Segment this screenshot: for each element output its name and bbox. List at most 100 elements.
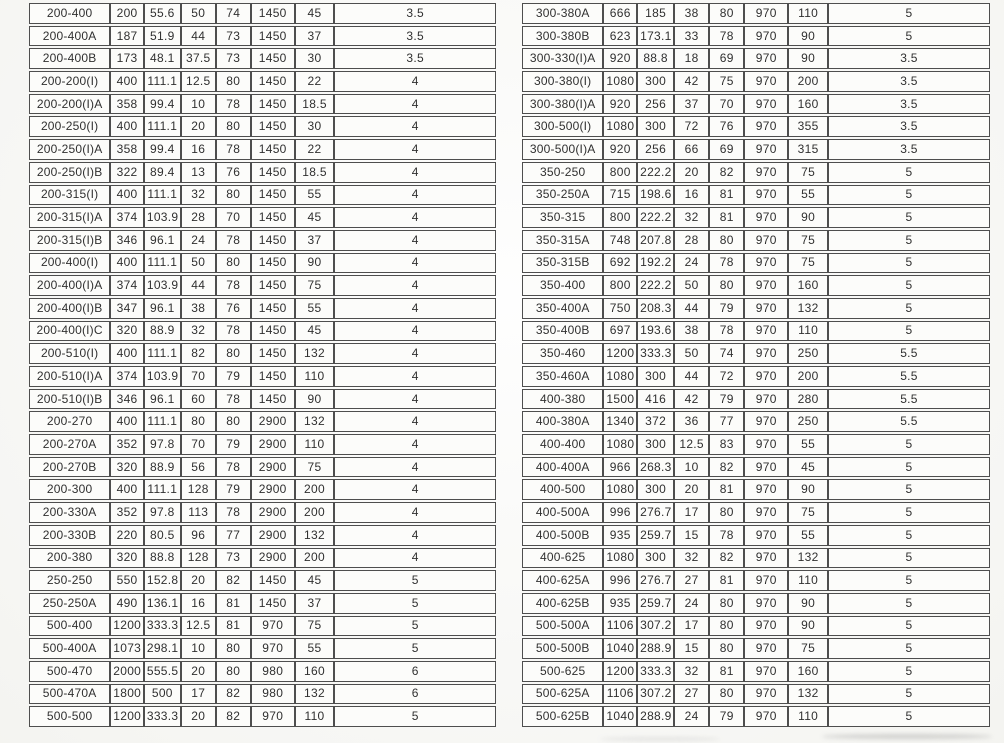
value-cell: 37.5: [180, 48, 216, 70]
value-cell: 73: [215, 48, 251, 70]
value-cell: 400: [110, 116, 144, 138]
value-cell: 1450: [250, 343, 295, 364]
value-cell: 374: [110, 207, 144, 228]
model-cell: 350-460: [522, 343, 604, 364]
table-row: 300-500(I) 1080 300 72 76 970 355 3.5: [522, 116, 990, 138]
value-cell: 4: [334, 524, 496, 546]
table-row: 300-380B 623 173.1 33 78 970 90 5: [522, 25, 990, 47]
value-cell: 980: [250, 683, 295, 705]
value-cell: 55: [294, 184, 335, 206]
value-cell: 5: [334, 706, 496, 727]
value-cell: 51.9: [143, 25, 181, 47]
value-cell: 10: [180, 93, 216, 115]
value-cell: 72: [709, 366, 745, 387]
value-cell: 55: [788, 524, 829, 546]
value-cell: 5: [828, 479, 990, 501]
model-cell: 200-400B: [29, 48, 111, 70]
value-cell: 5: [828, 570, 990, 591]
value-cell: 333.3: [637, 343, 675, 364]
value-cell: 12.5: [180, 615, 216, 637]
value-cell: 17: [674, 615, 710, 637]
value-cell: 160: [788, 93, 829, 115]
table-row: 200-400(I)B 347 96.1 38 76 1450 55 4: [29, 297, 496, 319]
value-cell: 90: [788, 207, 829, 228]
value-cell: 83: [709, 434, 745, 455]
value-cell: 3.5: [828, 116, 990, 138]
value-cell: 220: [110, 524, 144, 546]
value-cell: 2000: [110, 660, 144, 682]
value-cell: 320: [110, 320, 144, 342]
value-cell: 1080: [603, 547, 638, 569]
value-cell: 78: [709, 25, 745, 47]
value-cell: 56: [180, 456, 216, 478]
value-cell: 5.5: [828, 366, 990, 387]
value-cell: 78: [215, 229, 251, 251]
value-cell: 90: [788, 479, 829, 501]
value-cell: 78: [215, 456, 251, 478]
value-cell: 48.1: [143, 48, 181, 70]
model-cell: 200-270: [29, 411, 111, 433]
value-cell: 2900: [250, 434, 295, 455]
table-row: 350-400 800 222.2 50 80 970 160 5: [522, 275, 990, 296]
value-cell: 4: [334, 320, 496, 342]
value-cell: 1450: [250, 48, 295, 70]
model-cell: 200-270B: [29, 456, 111, 478]
value-cell: 128: [180, 547, 216, 569]
value-cell: 17: [180, 683, 216, 705]
value-cell: 970: [744, 320, 789, 342]
table-row: 500-470A 1800 500 17 82 980 132 6: [29, 683, 496, 705]
value-cell: 1080: [603, 366, 638, 387]
table-row: 200-400 200 55.6 50 74 1450 45 3.5: [29, 3, 496, 24]
value-cell: 78: [709, 524, 745, 546]
table-row: 350-250 800 222.2 20 82 970 75 5: [522, 161, 990, 183]
value-cell: 288.9: [637, 706, 675, 727]
value-cell: 1450: [250, 592, 295, 614]
value-cell: 16: [674, 184, 710, 206]
model-cell: 400-500A: [522, 502, 604, 523]
value-cell: 88.8: [637, 48, 675, 70]
value-cell: 1200: [603, 660, 638, 682]
value-cell: 110: [294, 706, 335, 727]
model-cell: 500-625A: [522, 683, 604, 705]
value-cell: 32: [180, 184, 216, 206]
value-cell: 38: [180, 297, 216, 319]
model-cell: 200-250(I)B: [29, 161, 111, 183]
value-cell: 198.6: [637, 184, 675, 206]
value-cell: 3.5: [334, 3, 496, 24]
value-cell: 400: [110, 411, 144, 433]
value-cell: 6: [334, 660, 496, 682]
value-cell: 1450: [250, 229, 295, 251]
value-cell: 315: [788, 139, 829, 160]
value-cell: 80: [215, 638, 251, 659]
value-cell: 970: [744, 706, 789, 727]
value-cell: 1450: [250, 3, 295, 24]
table-row: 200-300 400 111.1 128 79 2900 200 4: [29, 479, 496, 501]
value-cell: 110: [788, 3, 829, 24]
value-cell: 1450: [250, 25, 295, 47]
value-cell: 152.8: [143, 570, 181, 591]
value-cell: 90: [788, 592, 829, 614]
value-cell: 111.1: [143, 343, 181, 364]
table-row: 200-400A 187 51.9 44 73 1450 37 3.5: [29, 25, 496, 47]
value-cell: 374: [110, 366, 144, 387]
model-cell: 400-500B: [522, 524, 604, 546]
value-cell: 110: [788, 320, 829, 342]
table-row: 400-500 1080 300 20 81 970 90 5: [522, 479, 990, 501]
value-cell: 16: [180, 139, 216, 160]
value-cell: 110: [788, 570, 829, 591]
value-cell: 222.2: [637, 161, 675, 183]
model-cell: 200-315(I)B: [29, 229, 111, 251]
value-cell: 5.5: [828, 388, 990, 410]
value-cell: 111.1: [143, 116, 181, 138]
value-cell: 276.7: [637, 502, 675, 523]
value-cell: 20: [180, 660, 216, 682]
value-cell: 268.3: [637, 456, 675, 478]
value-cell: 50: [674, 343, 710, 364]
table-row: 350-315A 748 207.8 28 80 970 75 5: [522, 229, 990, 251]
value-cell: 16: [180, 592, 216, 614]
value-cell: 78: [215, 275, 251, 296]
model-cell: 400-625: [522, 547, 604, 569]
value-cell: 5: [828, 683, 990, 705]
value-cell: 80: [180, 411, 216, 433]
value-cell: 920: [603, 93, 638, 115]
